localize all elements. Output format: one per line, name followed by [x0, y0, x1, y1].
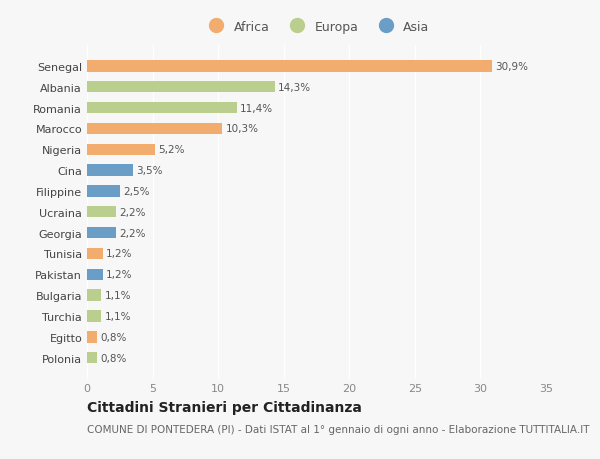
- Text: 11,4%: 11,4%: [240, 103, 273, 113]
- Text: 1,1%: 1,1%: [105, 311, 131, 321]
- Text: 2,2%: 2,2%: [119, 228, 146, 238]
- Text: 1,2%: 1,2%: [106, 270, 133, 280]
- Bar: [87, 61, 492, 73]
- Text: 30,9%: 30,9%: [496, 62, 529, 72]
- Bar: [87, 248, 103, 260]
- Text: 2,5%: 2,5%: [123, 186, 149, 196]
- Text: 5,2%: 5,2%: [158, 145, 185, 155]
- Bar: [87, 331, 97, 343]
- Text: 14,3%: 14,3%: [278, 83, 311, 93]
- Text: 2,2%: 2,2%: [119, 207, 146, 217]
- Text: 3,5%: 3,5%: [136, 166, 163, 176]
- Text: 0,8%: 0,8%: [101, 353, 127, 363]
- Bar: [87, 144, 155, 156]
- Bar: [87, 311, 101, 322]
- Bar: [87, 103, 236, 114]
- Bar: [87, 352, 97, 364]
- Bar: [87, 227, 116, 239]
- Legend: Africa, Europa, Asia: Africa, Europa, Asia: [199, 16, 434, 39]
- Bar: [87, 165, 133, 176]
- Text: Cittadini Stranieri per Cittadinanza: Cittadini Stranieri per Cittadinanza: [87, 400, 362, 414]
- Text: 1,2%: 1,2%: [106, 249, 133, 259]
- Bar: [87, 123, 222, 135]
- Bar: [87, 269, 103, 280]
- Text: 1,1%: 1,1%: [105, 291, 131, 301]
- Bar: [87, 186, 120, 197]
- Bar: [87, 82, 275, 93]
- Text: COMUNE DI PONTEDERA (PI) - Dati ISTAT al 1° gennaio di ogni anno - Elaborazione : COMUNE DI PONTEDERA (PI) - Dati ISTAT al…: [87, 425, 589, 434]
- Bar: [87, 207, 116, 218]
- Text: 10,3%: 10,3%: [226, 124, 259, 134]
- Text: 0,8%: 0,8%: [101, 332, 127, 342]
- Bar: [87, 290, 101, 301]
